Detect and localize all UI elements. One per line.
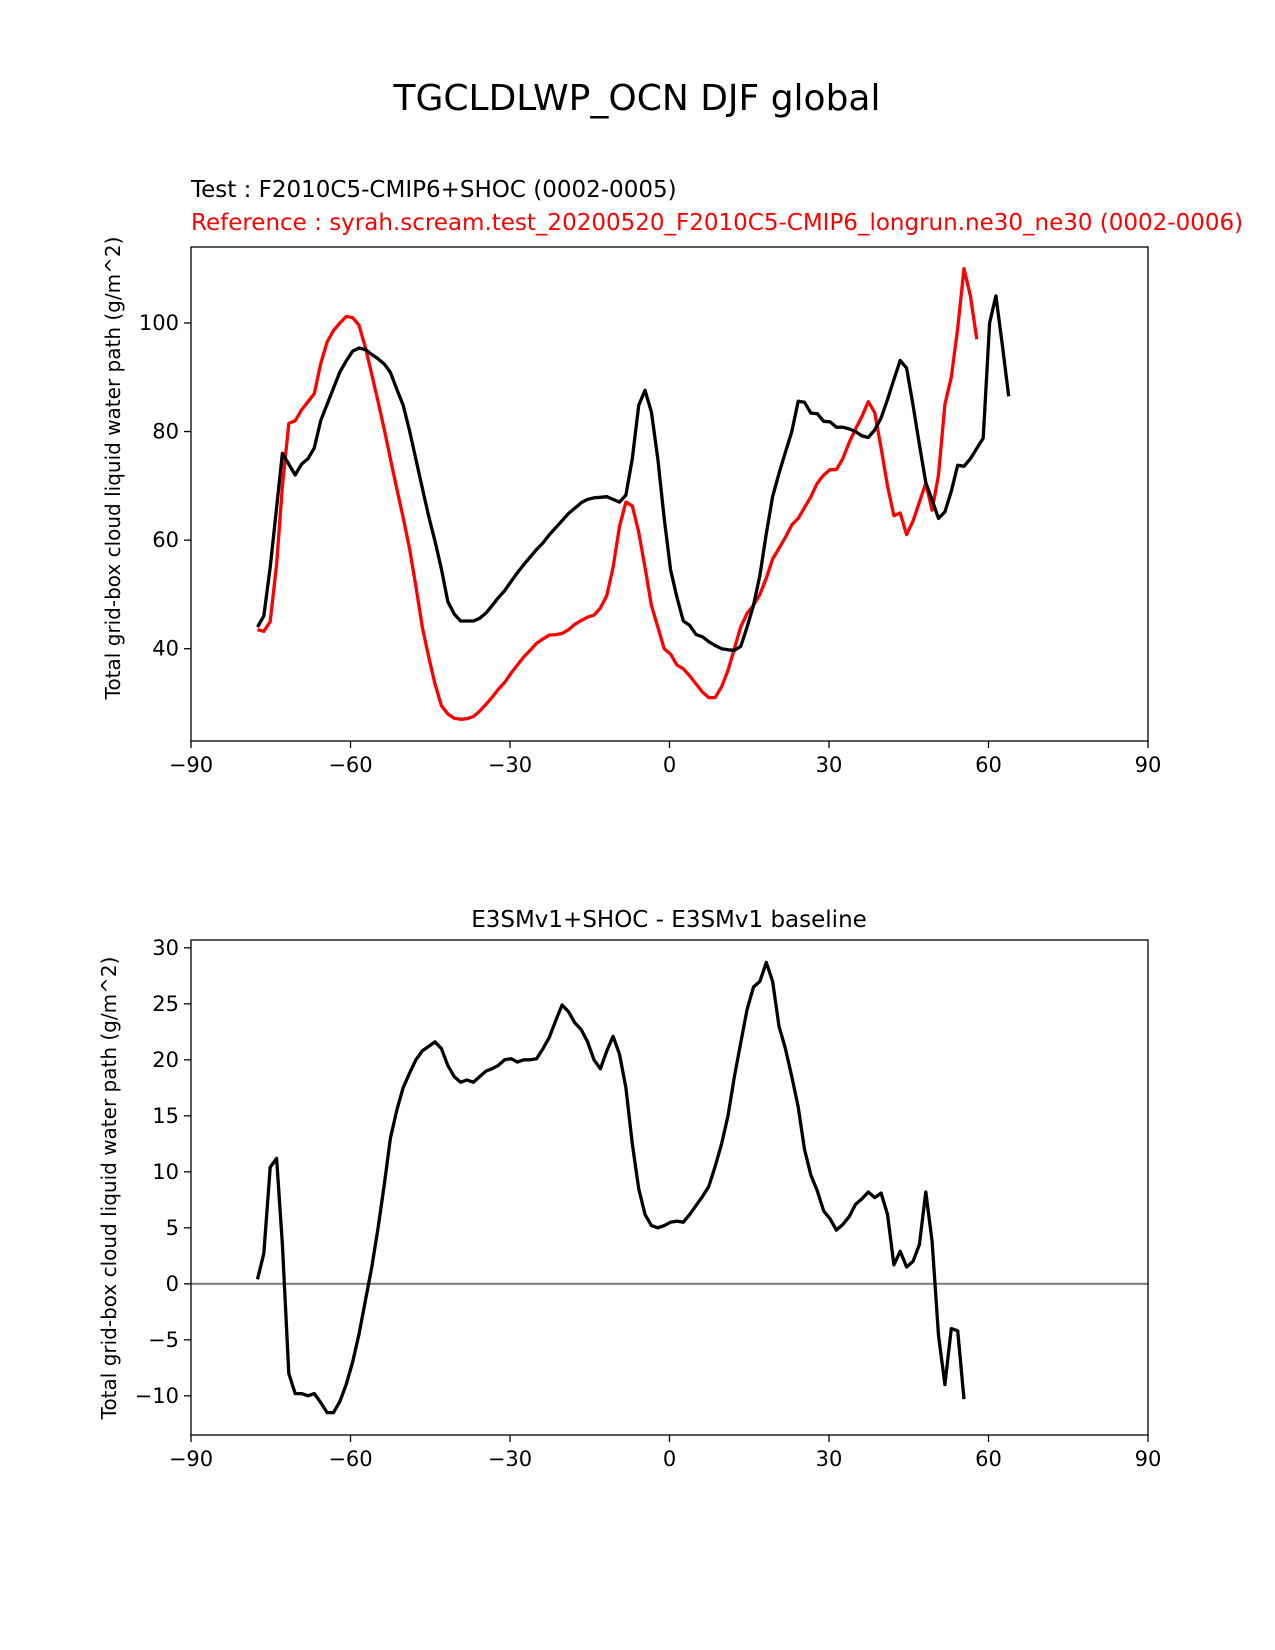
y-tick-label: 5 bbox=[166, 1216, 179, 1240]
y-tick-label: 60 bbox=[152, 528, 179, 552]
top-plot-frame bbox=[190, 246, 1149, 742]
bottom-ticks: −90 −60 −30 0 30 60 90 −10 −5 0 5 10 15 20 25 30 bbox=[135, 936, 1162, 1471]
top-ticks: −90 −60 −30 0 30 60 90 40 60 80 100 bbox=[139, 311, 1161, 777]
test-title: Test : F2010C5-CMIP6+SHOC (0002-0005) bbox=[190, 177, 677, 203]
top-y-axis-label: Total grid-box cloud liquid water path (… bbox=[101, 237, 125, 701]
y-tick-label: 40 bbox=[152, 637, 179, 661]
x-tick-label: 0 bbox=[663, 1447, 676, 1471]
top-lines bbox=[256, 267, 1011, 721]
x-tick-label: 60 bbox=[975, 753, 1002, 777]
x-tick-label: −90 bbox=[169, 753, 213, 777]
series-line-test bbox=[256, 294, 1011, 652]
x-tick-label: −30 bbox=[488, 1447, 532, 1471]
figure-title: TGCLDLWP_OCN DJF global bbox=[393, 78, 881, 119]
bottom-lines bbox=[191, 960, 1148, 1415]
y-tick-label: 80 bbox=[152, 420, 179, 444]
series-line-reference bbox=[257, 267, 979, 721]
bottom-y-axis-label: Total grid-box cloud liquid water path (… bbox=[97, 957, 121, 1421]
y-tick-label: 10 bbox=[152, 1160, 179, 1184]
y-tick-label: 30 bbox=[152, 936, 179, 960]
difference-title: E3SMv1+SHOC - E3SMv1 baseline bbox=[471, 907, 867, 933]
y-tick-label: 25 bbox=[152, 992, 179, 1016]
x-tick-label: −90 bbox=[169, 1447, 213, 1471]
x-tick-label: −30 bbox=[488, 753, 532, 777]
x-tick-label: 0 bbox=[663, 753, 676, 777]
x-tick-label: −60 bbox=[328, 1447, 372, 1471]
reference-title: Reference : syrah.scream.test_20200520_F… bbox=[191, 210, 1243, 236]
y-tick-label: 20 bbox=[152, 1048, 179, 1072]
y-tick-label: 15 bbox=[152, 1104, 179, 1128]
bottom-plot-frame bbox=[190, 939, 1149, 1436]
top-chart: Test : F2010C5-CMIP6+SHOC (0002-0005) Re… bbox=[101, 177, 1243, 777]
x-tick-label: −60 bbox=[328, 753, 372, 777]
x-tick-label: 90 bbox=[1135, 1447, 1162, 1471]
y-tick-label: −10 bbox=[135, 1384, 179, 1408]
y-tick-label: 100 bbox=[139, 311, 179, 335]
y-tick-label: 0 bbox=[166, 1272, 179, 1296]
x-tick-label: 30 bbox=[816, 1447, 843, 1471]
bottom-chart: E3SMv1+SHOC - E3SMv1 baseline Total grid… bbox=[97, 907, 1161, 1471]
x-tick-label: 60 bbox=[975, 1447, 1002, 1471]
y-tick-label: −5 bbox=[148, 1328, 179, 1352]
x-tick-label: 90 bbox=[1135, 753, 1162, 777]
series-line-difference bbox=[255, 960, 966, 1415]
x-tick-label: 30 bbox=[816, 753, 843, 777]
